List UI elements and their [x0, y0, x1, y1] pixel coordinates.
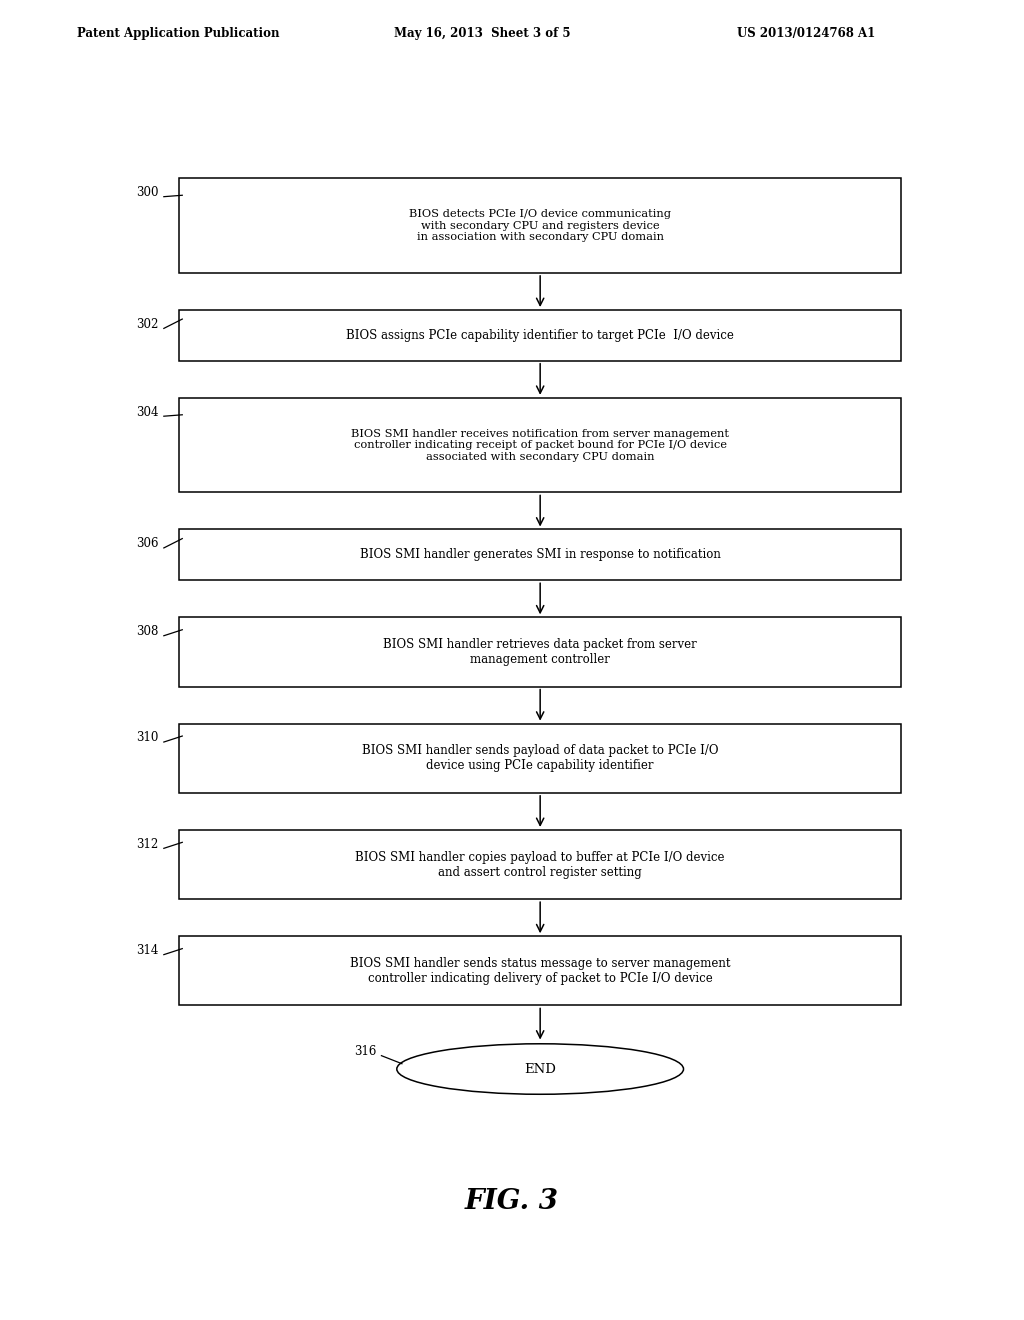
- FancyBboxPatch shape: [179, 178, 901, 273]
- Text: BIOS SMI handler sends payload of data packet to PCIe I/O
device using PCIe capa: BIOS SMI handler sends payload of data p…: [361, 744, 719, 772]
- Text: Patent Application Publication: Patent Application Publication: [77, 26, 280, 40]
- Text: BIOS detects PCIe I/O device communicating
with secondary CPU and registers devi: BIOS detects PCIe I/O device communicati…: [410, 209, 671, 242]
- FancyBboxPatch shape: [179, 936, 901, 1006]
- FancyBboxPatch shape: [179, 529, 901, 581]
- FancyBboxPatch shape: [179, 723, 901, 793]
- Text: BIOS SMI handler copies payload to buffer at PCIe I/O device
and assert control : BIOS SMI handler copies payload to buffe…: [355, 850, 725, 879]
- Text: FIG. 3: FIG. 3: [465, 1188, 559, 1214]
- Text: 316: 316: [354, 1045, 376, 1059]
- Text: BIOS SMI handler generates SMI in response to notification: BIOS SMI handler generates SMI in respon…: [359, 548, 721, 561]
- Text: END: END: [524, 1063, 556, 1076]
- Text: BIOS SMI handler receives notification from server management
controller indicat: BIOS SMI handler receives notification f…: [351, 429, 729, 462]
- Text: 308: 308: [136, 626, 159, 638]
- Text: 310: 310: [136, 731, 159, 744]
- Text: 314: 314: [136, 944, 159, 957]
- Text: 300: 300: [136, 186, 159, 199]
- Text: May 16, 2013  Sheet 3 of 5: May 16, 2013 Sheet 3 of 5: [394, 26, 570, 40]
- Text: US 2013/0124768 A1: US 2013/0124768 A1: [737, 26, 876, 40]
- Text: BIOS assigns PCIe capability identifier to target PCIe  I/O device: BIOS assigns PCIe capability identifier …: [346, 329, 734, 342]
- FancyBboxPatch shape: [179, 310, 901, 360]
- Text: 302: 302: [136, 318, 159, 331]
- FancyBboxPatch shape: [179, 397, 901, 492]
- Text: BIOS SMI handler retrieves data packet from server
management controller: BIOS SMI handler retrieves data packet f…: [383, 638, 697, 665]
- Ellipse shape: [396, 1044, 684, 1094]
- FancyBboxPatch shape: [179, 830, 901, 899]
- Text: BIOS SMI handler sends status message to server management
controller indicating: BIOS SMI handler sends status message to…: [350, 957, 730, 985]
- Text: 304: 304: [136, 405, 159, 418]
- FancyBboxPatch shape: [179, 618, 901, 686]
- Text: 312: 312: [136, 838, 159, 851]
- Text: 306: 306: [136, 537, 159, 550]
